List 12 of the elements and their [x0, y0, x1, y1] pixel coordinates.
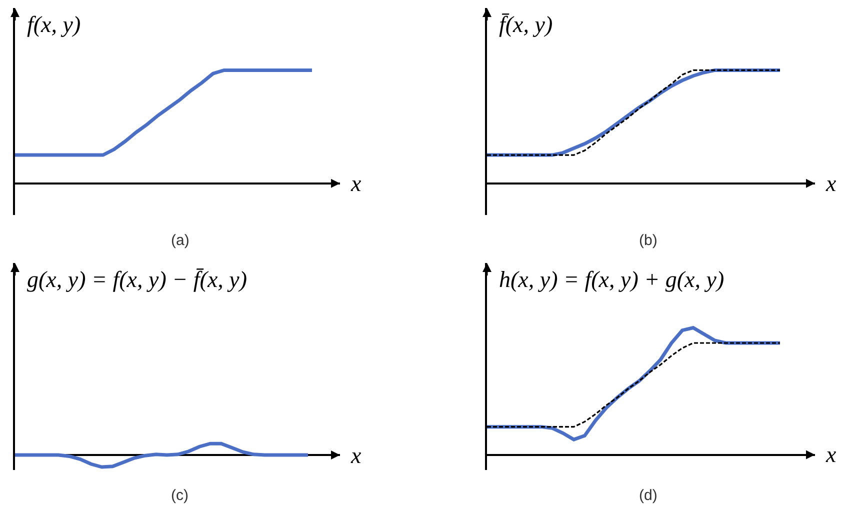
- x-axis-title: x: [825, 442, 837, 467]
- text: (c): [171, 487, 188, 504]
- chart-title: h(x, y) = f(x, y) + g(x, y): [499, 267, 724, 292]
- text: (a): [171, 232, 190, 249]
- chart-title: f̄(x, y): [499, 12, 553, 37]
- chart-title: f(x, y): [27, 12, 81, 37]
- text: (b): [639, 232, 658, 249]
- chart-title: g(x, y) = f(x, y) − f̄(x, y): [27, 267, 248, 292]
- x-axis-title: x: [825, 171, 837, 196]
- text: (d): [639, 487, 658, 504]
- x-axis-title: x: [350, 171, 362, 196]
- x-axis-title: x: [350, 443, 362, 468]
